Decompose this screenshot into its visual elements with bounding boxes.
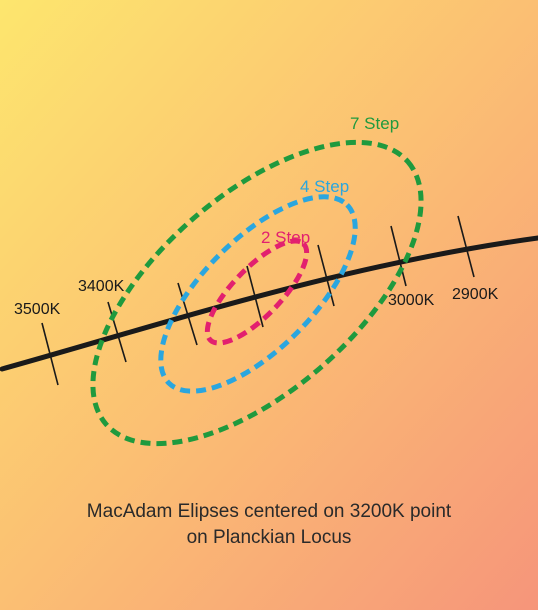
ellipse-7-step bbox=[90, 139, 424, 447]
label-3400k: 3400K bbox=[78, 278, 125, 295]
tick-3500k bbox=[41, 322, 59, 386]
label-3000k: 3000K bbox=[388, 292, 435, 309]
tick-3400k bbox=[107, 301, 127, 363]
label-2900k: 2900K bbox=[452, 286, 499, 303]
tick-3200k bbox=[246, 265, 264, 328]
temperature-ticks bbox=[41, 215, 475, 386]
label-2-step: 2 Step bbox=[261, 228, 310, 247]
caption-line-2: on Planckian Locus bbox=[186, 527, 352, 548]
label-4-step: 4 Step bbox=[300, 177, 349, 196]
tick-2900k bbox=[457, 215, 475, 278]
caption-line-1: MacAdam Elipses centered on 3200K point bbox=[86, 501, 452, 522]
tick-3300k bbox=[177, 282, 198, 346]
ellipse-2-step bbox=[204, 238, 310, 346]
tick-3100k bbox=[317, 244, 335, 307]
tick-3000k bbox=[390, 225, 407, 287]
label-3500k: 3500K bbox=[14, 301, 61, 318]
label-7-step: 7 Step bbox=[350, 114, 399, 133]
ellipse-4-step bbox=[158, 194, 358, 394]
